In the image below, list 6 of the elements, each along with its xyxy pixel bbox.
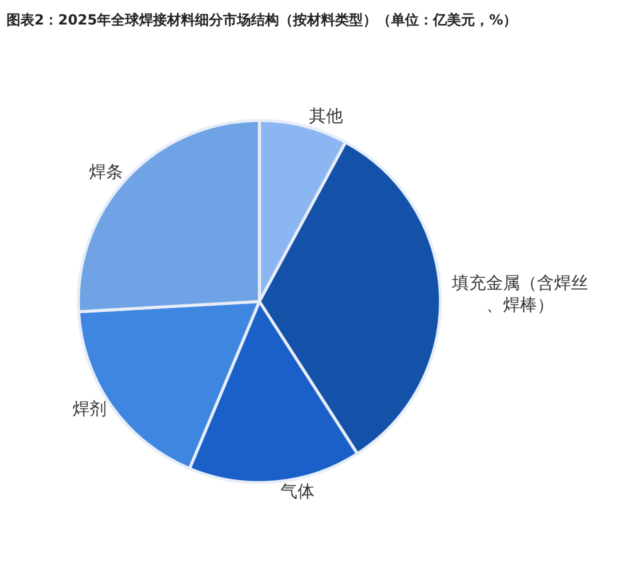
slice-label: 填充金属（含焊丝、焊棒） bbox=[450, 274, 588, 316]
slice-label: 焊剂 bbox=[72, 399, 107, 420]
slice-label: 焊条 bbox=[88, 162, 123, 182]
chart-title: 图表2：2025年全球焊接材料细分市场结构（按材料类型）（单位：亿美元，%） bbox=[6, 11, 518, 28]
slice-label: 气体 bbox=[280, 482, 314, 502]
slice-label: 其他 bbox=[308, 106, 343, 127]
